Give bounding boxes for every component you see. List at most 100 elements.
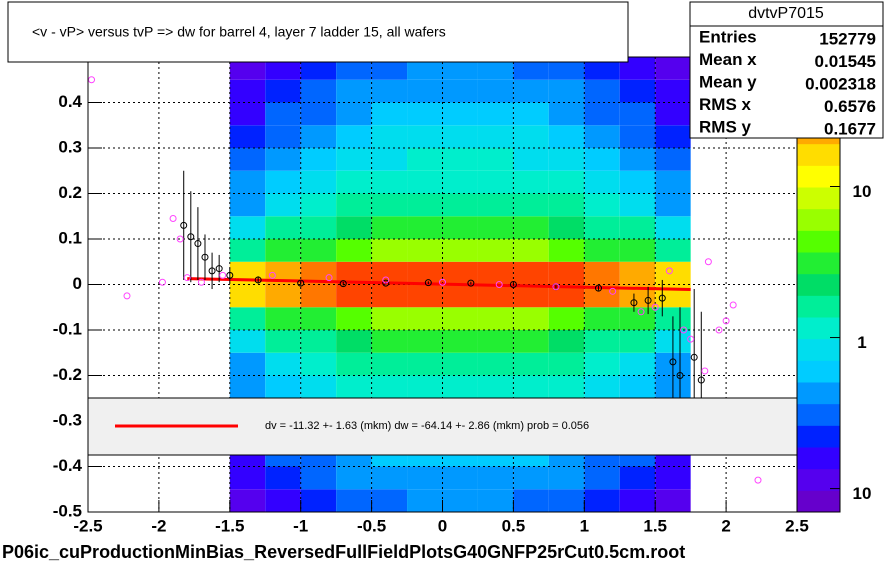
z-tick-label: 10 [853,182,872,201]
heat-cell [407,125,443,148]
profile-point [176,235,184,243]
profile-point [690,353,698,361]
profile-point [630,299,638,307]
heat-cell [265,239,301,262]
profile-point [226,271,234,279]
profile-point [754,476,762,484]
heat-cell [477,489,514,512]
profile-point [509,281,517,288]
heat-cell [548,330,585,353]
colorbar-step [797,295,840,318]
heat-cell [548,239,585,262]
heat-cell [300,79,337,103]
heat-cell [229,125,266,148]
heat-cell [371,261,408,285]
heat-cell [548,148,585,171]
profile-point [687,335,695,343]
x-tick-label: 2 [721,516,730,535]
heat-cell [442,170,478,194]
heat-cell [548,170,585,194]
heat-cell [300,330,337,353]
heat-cell [229,170,266,194]
heat-cell [265,216,301,239]
heat-cell [442,261,478,285]
heat-cell [619,375,656,399]
heat-cell [548,57,585,80]
profile-point [704,258,712,266]
heat-cell [371,239,408,262]
heat-cell [477,330,514,353]
x-tick-label: 0.5 [502,516,526,535]
heat-cell [548,489,585,512]
heat-cell [300,193,337,217]
profile-point [254,276,262,284]
heat-cell [513,102,549,126]
stats-key: Mean y [699,72,757,91]
colorbar-step [797,187,840,210]
x-tick-label: 2.5 [785,516,809,535]
profile-point [552,283,560,291]
heat-cell [584,375,620,399]
heat-cell [407,284,443,308]
heat-cell [371,57,408,80]
heat-cell [300,125,337,148]
heat-cell [619,352,656,376]
heat-cell [619,466,656,490]
heat-cell [548,307,585,330]
heat-cell [229,79,266,103]
legend-label: dv = -11.32 +- 1.63 (mkm) dw = -64.14 +-… [265,420,589,432]
heat-cell [265,307,301,330]
colorbar-step [797,252,840,275]
heat-cell [229,193,266,217]
stats-value: 0.6576 [824,97,876,116]
heat-cell [477,466,514,490]
heat-cell [513,193,549,217]
stats-key: RMS x [699,95,752,114]
profile-point [424,279,432,287]
profile-point [715,326,723,334]
heat-cell [513,466,549,490]
heat-cell [336,193,372,217]
heat-cell [371,102,408,126]
heat-cell [336,489,372,512]
heat-cell [548,352,585,376]
heat-cell [513,284,549,308]
colorbar-step [797,382,840,405]
colorbar-step [797,208,840,231]
profile-point [123,292,131,300]
y-tick-label: -0.5 [53,501,82,520]
heat-cell [371,79,408,103]
stats-key: Mean x [699,50,757,69]
heat-cell [265,79,301,103]
heat-cell [300,261,337,285]
profile-point [495,281,503,288]
colorbar-step [797,273,840,296]
profile-point [651,303,659,311]
heat-cell [229,284,266,308]
heat-cell [407,102,443,126]
colorbar-step [797,447,840,470]
heat-cell [229,352,266,376]
heat-cell [584,352,620,376]
profile-point [644,296,652,304]
heat-cell [407,216,443,239]
heat-cell [442,489,478,512]
heat-cell [229,239,266,262]
heat-cell [336,261,372,285]
heat-cell [336,148,372,171]
heat-cell [584,79,620,103]
heat-cell [513,239,549,262]
heat-cell [442,307,478,330]
heat-cell [265,57,301,80]
heat-cell [265,352,301,376]
x-tick-label: 1.5 [643,516,667,535]
heat-cell [655,216,691,239]
x-tick-label: -0.5 [357,516,386,535]
heat-cell [371,148,408,171]
heat-cell [548,216,585,239]
heat-cell [584,489,620,512]
profile-point [180,221,188,229]
y-tick-label: -0.3 [53,410,82,429]
heat-cell [584,216,620,239]
heat-cell [229,148,266,171]
